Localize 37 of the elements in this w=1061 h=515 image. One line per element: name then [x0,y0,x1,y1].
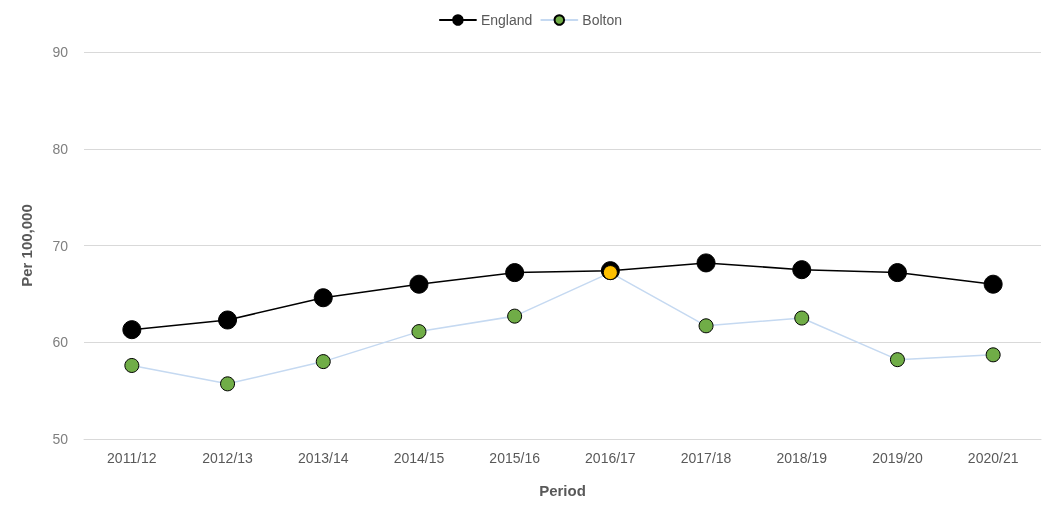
y-tick-label: 90 [52,44,69,60]
y-axis-title: Per 100,000 [18,204,35,287]
point [889,352,905,368]
point [505,263,525,283]
point [124,357,140,373]
x-tick-label: 2012/13 [202,450,254,466]
x-tick-label: 2015/16 [489,450,541,466]
point [985,347,1001,363]
point [409,274,429,294]
point [696,253,716,273]
y-tick-label: 50 [52,431,69,447]
point [507,308,523,324]
point [887,263,907,283]
point [313,288,333,308]
point [220,376,236,392]
x-tick-label: 2014/15 [393,450,445,466]
x-tick-label: 2020/21 [967,450,1019,466]
y-tick-label: 70 [52,237,69,254]
x-tick-label: 2016/17 [585,450,636,466]
y-tick-label: 80 [52,140,69,157]
point [794,310,810,326]
legend-label: Bolton [582,12,623,28]
point [122,320,142,340]
point [315,354,331,370]
x-tick-label: 2019/20 [872,450,923,466]
x-tick-label: 2018/19 [776,450,828,466]
legend-label: England [480,12,533,28]
x-tick-label: 2011/12 [107,450,157,466]
x-tick-label: 2013/14 [297,450,349,466]
point [983,274,1003,294]
point [218,310,238,330]
x-axis-title: Period [539,482,586,499]
point [411,324,427,340]
y-tick-label: 60 [52,334,69,351]
point [792,260,812,280]
x-tick-label: 2017/18 [680,450,732,466]
point [698,318,714,334]
